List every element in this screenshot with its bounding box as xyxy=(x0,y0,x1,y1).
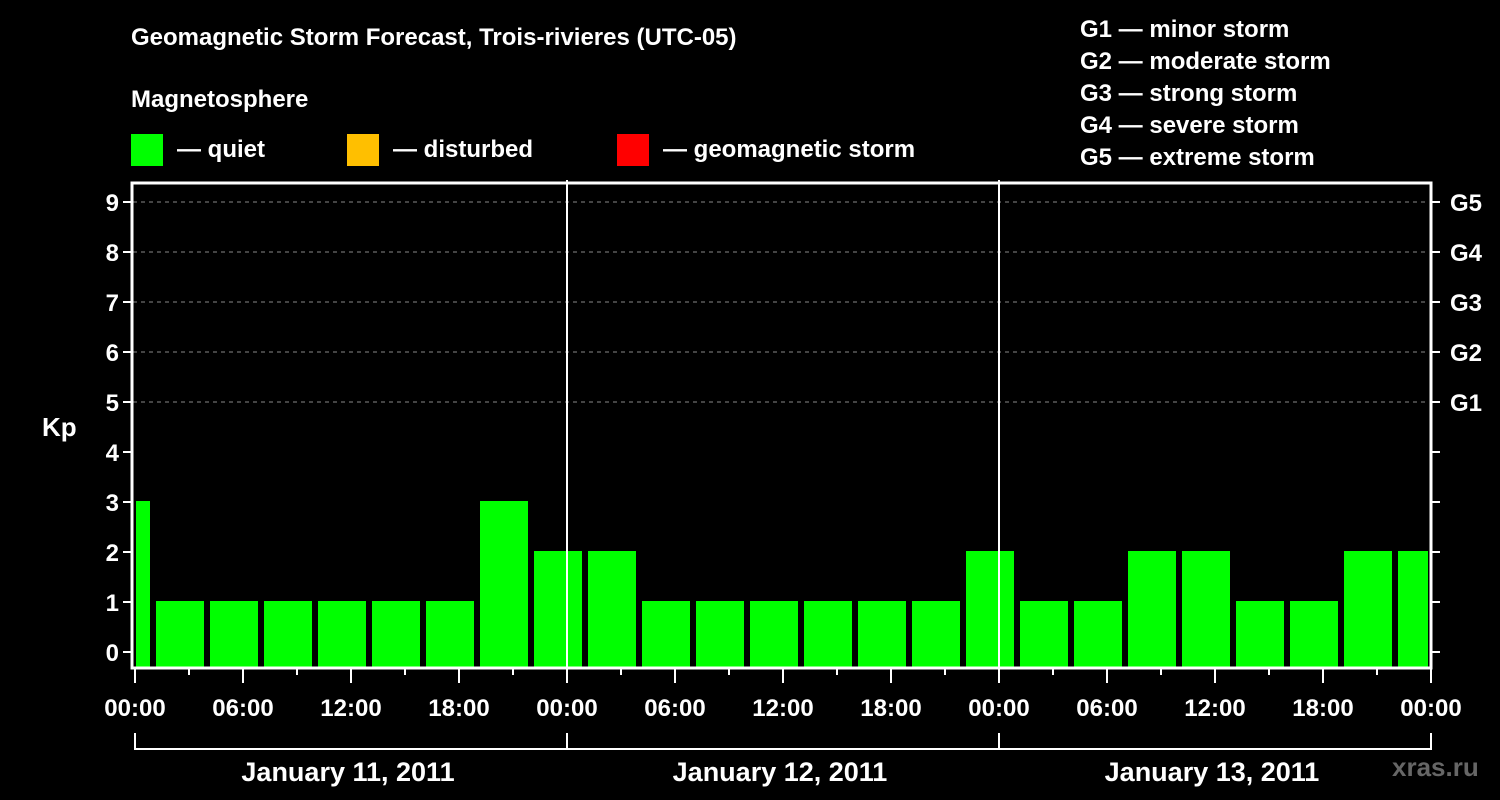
bar xyxy=(804,601,852,667)
bar xyxy=(210,601,258,667)
y-tick-label: 4 xyxy=(106,440,120,467)
y-tick-label: 5 xyxy=(106,390,119,417)
x-tick-label: 06:00 xyxy=(1076,695,1137,722)
bar xyxy=(858,601,906,667)
watermark: xras.ru xyxy=(1392,752,1479,782)
g-scale-tick-label: G2 xyxy=(1450,340,1482,367)
x-tick-label: 00:00 xyxy=(968,695,1029,722)
x-tick-label: 12:00 xyxy=(1184,695,1245,722)
bar xyxy=(1344,551,1392,667)
g-scale-tick-label: G5 xyxy=(1450,190,1482,217)
legend-storm: — geomagnetic storm xyxy=(617,134,915,166)
bar xyxy=(966,551,1014,667)
g-scale-legend: G1 — minor storm G2 — moderate storm G3 … xyxy=(1080,14,1331,174)
legend-quiet: — quiet xyxy=(131,134,265,166)
g-scale-tick-label: G1 xyxy=(1450,390,1482,417)
y-tick-label: 2 xyxy=(106,540,119,567)
bar xyxy=(1236,601,1284,667)
storm-swatch xyxy=(617,134,649,166)
bar xyxy=(534,551,582,667)
x-tick-label: 06:00 xyxy=(644,695,705,722)
x-tick-label: 18:00 xyxy=(428,695,489,722)
g2-label: G2 — moderate storm xyxy=(1080,48,1331,75)
x-tick-label: 00:00 xyxy=(1400,695,1461,722)
bar xyxy=(1128,551,1176,667)
bar xyxy=(480,501,528,667)
y-tick-label: 6 xyxy=(106,340,119,367)
bar xyxy=(426,601,474,667)
date-label: January 12, 2011 xyxy=(673,757,888,787)
legend-storm-label: — geomagnetic storm xyxy=(663,136,916,163)
plot-frame xyxy=(130,181,1433,670)
x-tick-label: 12:00 xyxy=(752,695,813,722)
g1-label: G1 — minor storm xyxy=(1080,16,1290,43)
date-label: January 11, 2011 xyxy=(241,757,454,787)
legend-title: Magnetosphere xyxy=(131,86,309,113)
bar xyxy=(1290,601,1338,667)
bar xyxy=(696,601,744,667)
g-scale-tick-label: G4 xyxy=(1450,240,1483,267)
bar xyxy=(912,601,960,667)
g5-label: G5 — extreme storm xyxy=(1080,144,1315,171)
bar xyxy=(642,601,690,667)
bar xyxy=(372,601,420,667)
bar xyxy=(1182,551,1230,667)
g-scale-tick-label: G3 xyxy=(1450,290,1482,317)
x-tick-label: 00:00 xyxy=(536,695,597,722)
y-tick-label: 7 xyxy=(106,290,119,317)
legend-disturbed: — disturbed xyxy=(347,134,533,166)
disturbed-swatch xyxy=(347,134,379,166)
chart-title: Geomagnetic Storm Forecast, Trois-rivier… xyxy=(131,24,737,51)
bar xyxy=(156,601,204,667)
bar xyxy=(1074,601,1122,667)
bar xyxy=(750,601,798,667)
x-tick-label: 06:00 xyxy=(212,695,273,722)
g3-label: G3 — strong storm xyxy=(1080,80,1298,107)
bar xyxy=(264,601,312,667)
y-tick-label: 0 xyxy=(106,640,119,667)
y-tick-label: 8 xyxy=(106,240,119,267)
bar xyxy=(318,601,366,667)
quiet-swatch xyxy=(131,134,163,166)
x-tick-label: 12:00 xyxy=(320,695,381,722)
legend-quiet-label: — quiet xyxy=(177,136,265,163)
y-axis-label: Kp xyxy=(42,412,77,442)
y-tick-label: 1 xyxy=(106,590,119,617)
date-label: January 13, 2011 xyxy=(1105,757,1320,787)
bar xyxy=(588,551,636,667)
x-tick-label: 18:00 xyxy=(1292,695,1353,722)
bar xyxy=(1398,551,1428,667)
legend-disturbed-label: — disturbed xyxy=(393,136,534,163)
y-tick-label: 9 xyxy=(106,190,119,217)
g4-label: G4 — severe storm xyxy=(1080,112,1299,139)
bar xyxy=(136,501,150,667)
x-tick-label: 18:00 xyxy=(860,695,921,722)
y-tick-label: 3 xyxy=(106,490,119,517)
x-tick-label: 00:00 xyxy=(104,695,165,722)
bar xyxy=(1020,601,1068,667)
